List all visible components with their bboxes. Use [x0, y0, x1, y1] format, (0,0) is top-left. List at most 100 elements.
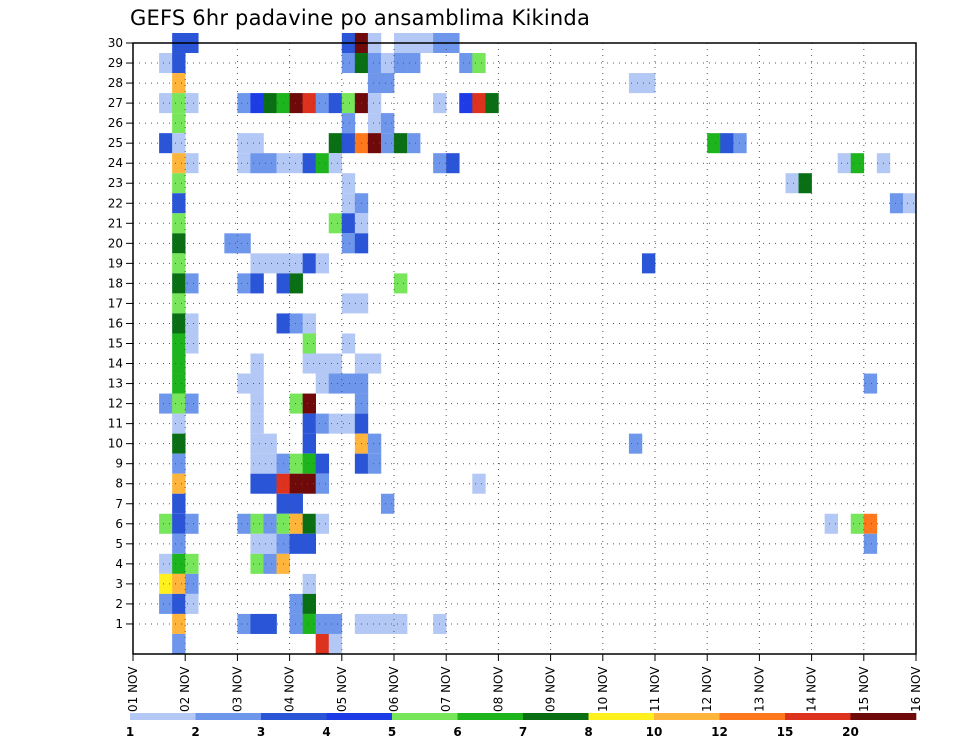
heatmap-cell: [302, 93, 316, 114]
heatmap-cell: [185, 593, 199, 614]
heatmap-cell: [289, 93, 303, 114]
heatmap-cell: [394, 273, 408, 294]
colorbar-swatch: [523, 713, 589, 720]
heatmap-cell: [289, 613, 303, 634]
heatmap-cell: [250, 453, 264, 474]
heatmap-cell: [172, 313, 186, 334]
heatmap-cell: [237, 513, 251, 534]
heatmap-cell: [172, 53, 186, 74]
heatmap-cell: [341, 293, 356, 314]
chart-title: GEFS 6hr padavine po ansamblima Kikinda: [130, 6, 591, 30]
heatmap-cell: [315, 353, 330, 374]
heatmap-cell: [380, 53, 395, 74]
heatmap-cell: [367, 453, 382, 474]
heatmap-cell: [263, 513, 277, 534]
heatmap-cell: [172, 273, 186, 294]
heatmap-cell: [785, 173, 799, 194]
heatmap-cell: [302, 393, 316, 414]
heatmap-cell: [172, 373, 186, 394]
x-tick-label: 03 NOV: [230, 666, 244, 712]
y-tick-label: 10: [108, 437, 123, 451]
heatmap-cell: [472, 53, 486, 74]
heatmap-cell: [446, 153, 460, 174]
heatmap-cell: [250, 393, 264, 414]
x-tick-label: 04 NOV: [283, 666, 297, 712]
heatmap-cell: [863, 373, 878, 394]
heatmap-cell: [172, 293, 186, 314]
heatmap-cell: [380, 73, 395, 94]
heatmap-cell: [289, 393, 303, 414]
y-tick-label: 24: [108, 156, 123, 170]
y-tick-label: 12: [108, 397, 123, 411]
heatmap-cell: [185, 393, 199, 414]
heatmap-cell: [185, 313, 199, 334]
colorbar-label: 8: [584, 725, 592, 739]
colorbar-swatch: [654, 713, 720, 720]
heatmap-cell: [850, 513, 865, 534]
heatmap-cell: [250, 373, 264, 394]
heatmap-cell: [641, 253, 656, 274]
heatmap-cell: [263, 453, 277, 474]
y-tick-label: 28: [108, 76, 123, 90]
heatmap-cell: [707, 133, 721, 154]
colorbar-swatch: [195, 713, 262, 720]
heatmap-cell: [185, 153, 199, 174]
y-tick-label: 29: [108, 56, 123, 70]
heatmap-cell: [250, 433, 264, 454]
heatmap-cell: [159, 133, 173, 154]
heatmap-cell: [263, 433, 277, 454]
y-tick-label: 3: [115, 577, 123, 591]
heatmap-cell: [380, 133, 395, 154]
x-tick-label: 08 NOV: [491, 666, 505, 712]
heatmap-cell: [837, 153, 852, 174]
y-tick-label: 19: [108, 256, 123, 270]
y-tick-label: 4: [115, 557, 123, 571]
x-tick-label: 01 NOV: [126, 666, 140, 712]
colorbar-swatch: [457, 713, 524, 720]
heatmap-cell: [367, 613, 382, 634]
y-tick-label: 23: [108, 176, 123, 190]
heatmap-cell: [367, 53, 382, 74]
x-tick-label: 05 NOV: [335, 666, 349, 712]
heatmap-cell: [172, 333, 186, 354]
heatmap-cell: [172, 593, 186, 614]
plot-frame: [132, 42, 917, 655]
heatmap-cell: [315, 453, 330, 474]
heatmap-cell: [172, 553, 186, 574]
heatmap-cell: [172, 153, 186, 174]
heatmap-cell: [315, 253, 330, 274]
colorbar-swatch: [719, 713, 786, 720]
heatmap-cell: [172, 173, 186, 194]
heatmap-cell: [172, 93, 186, 114]
heatmap-cell: [394, 53, 408, 74]
heatmap-cell: [172, 193, 186, 214]
heatmap-cell: [889, 193, 904, 214]
heatmap-cell: [237, 153, 251, 174]
heatmap-cell: [289, 273, 303, 294]
y-tick-label: 17: [108, 296, 123, 310]
heatmap-cell: [328, 213, 343, 234]
y-tick-label: 25: [108, 136, 123, 150]
colorbar-label: 6: [453, 725, 461, 739]
heatmap-cell: [159, 573, 173, 594]
colorbar-swatch: [785, 713, 851, 720]
heatmap-cell: [172, 133, 186, 154]
heatmap-cell: [172, 253, 186, 274]
heatmap-cell: [328, 353, 343, 374]
colorbar-swatch: [326, 713, 393, 720]
heatmap-cell: [185, 93, 199, 114]
heatmap-cell: [172, 533, 186, 554]
y-tick-label: 22: [108, 196, 123, 210]
x-axis: 01 NOV 02 NOV 03 NOV 04 NOV 05 NOV 06 NOV 07 N…: [126, 654, 923, 712]
heatmap-cell: [237, 273, 251, 294]
heatmap-cell: [172, 353, 186, 374]
colorbar-label: 5: [388, 725, 396, 739]
heatmap-cell: [172, 233, 186, 254]
colorbar-label: 4: [322, 725, 330, 739]
heatmap-cell: [459, 93, 473, 114]
y-tick-label: 14: [108, 357, 123, 371]
heatmap-cell: [172, 473, 186, 494]
heatmap-cell: [250, 273, 264, 294]
heatmap-cell: [472, 473, 486, 494]
heatmap-cell: [289, 253, 303, 274]
